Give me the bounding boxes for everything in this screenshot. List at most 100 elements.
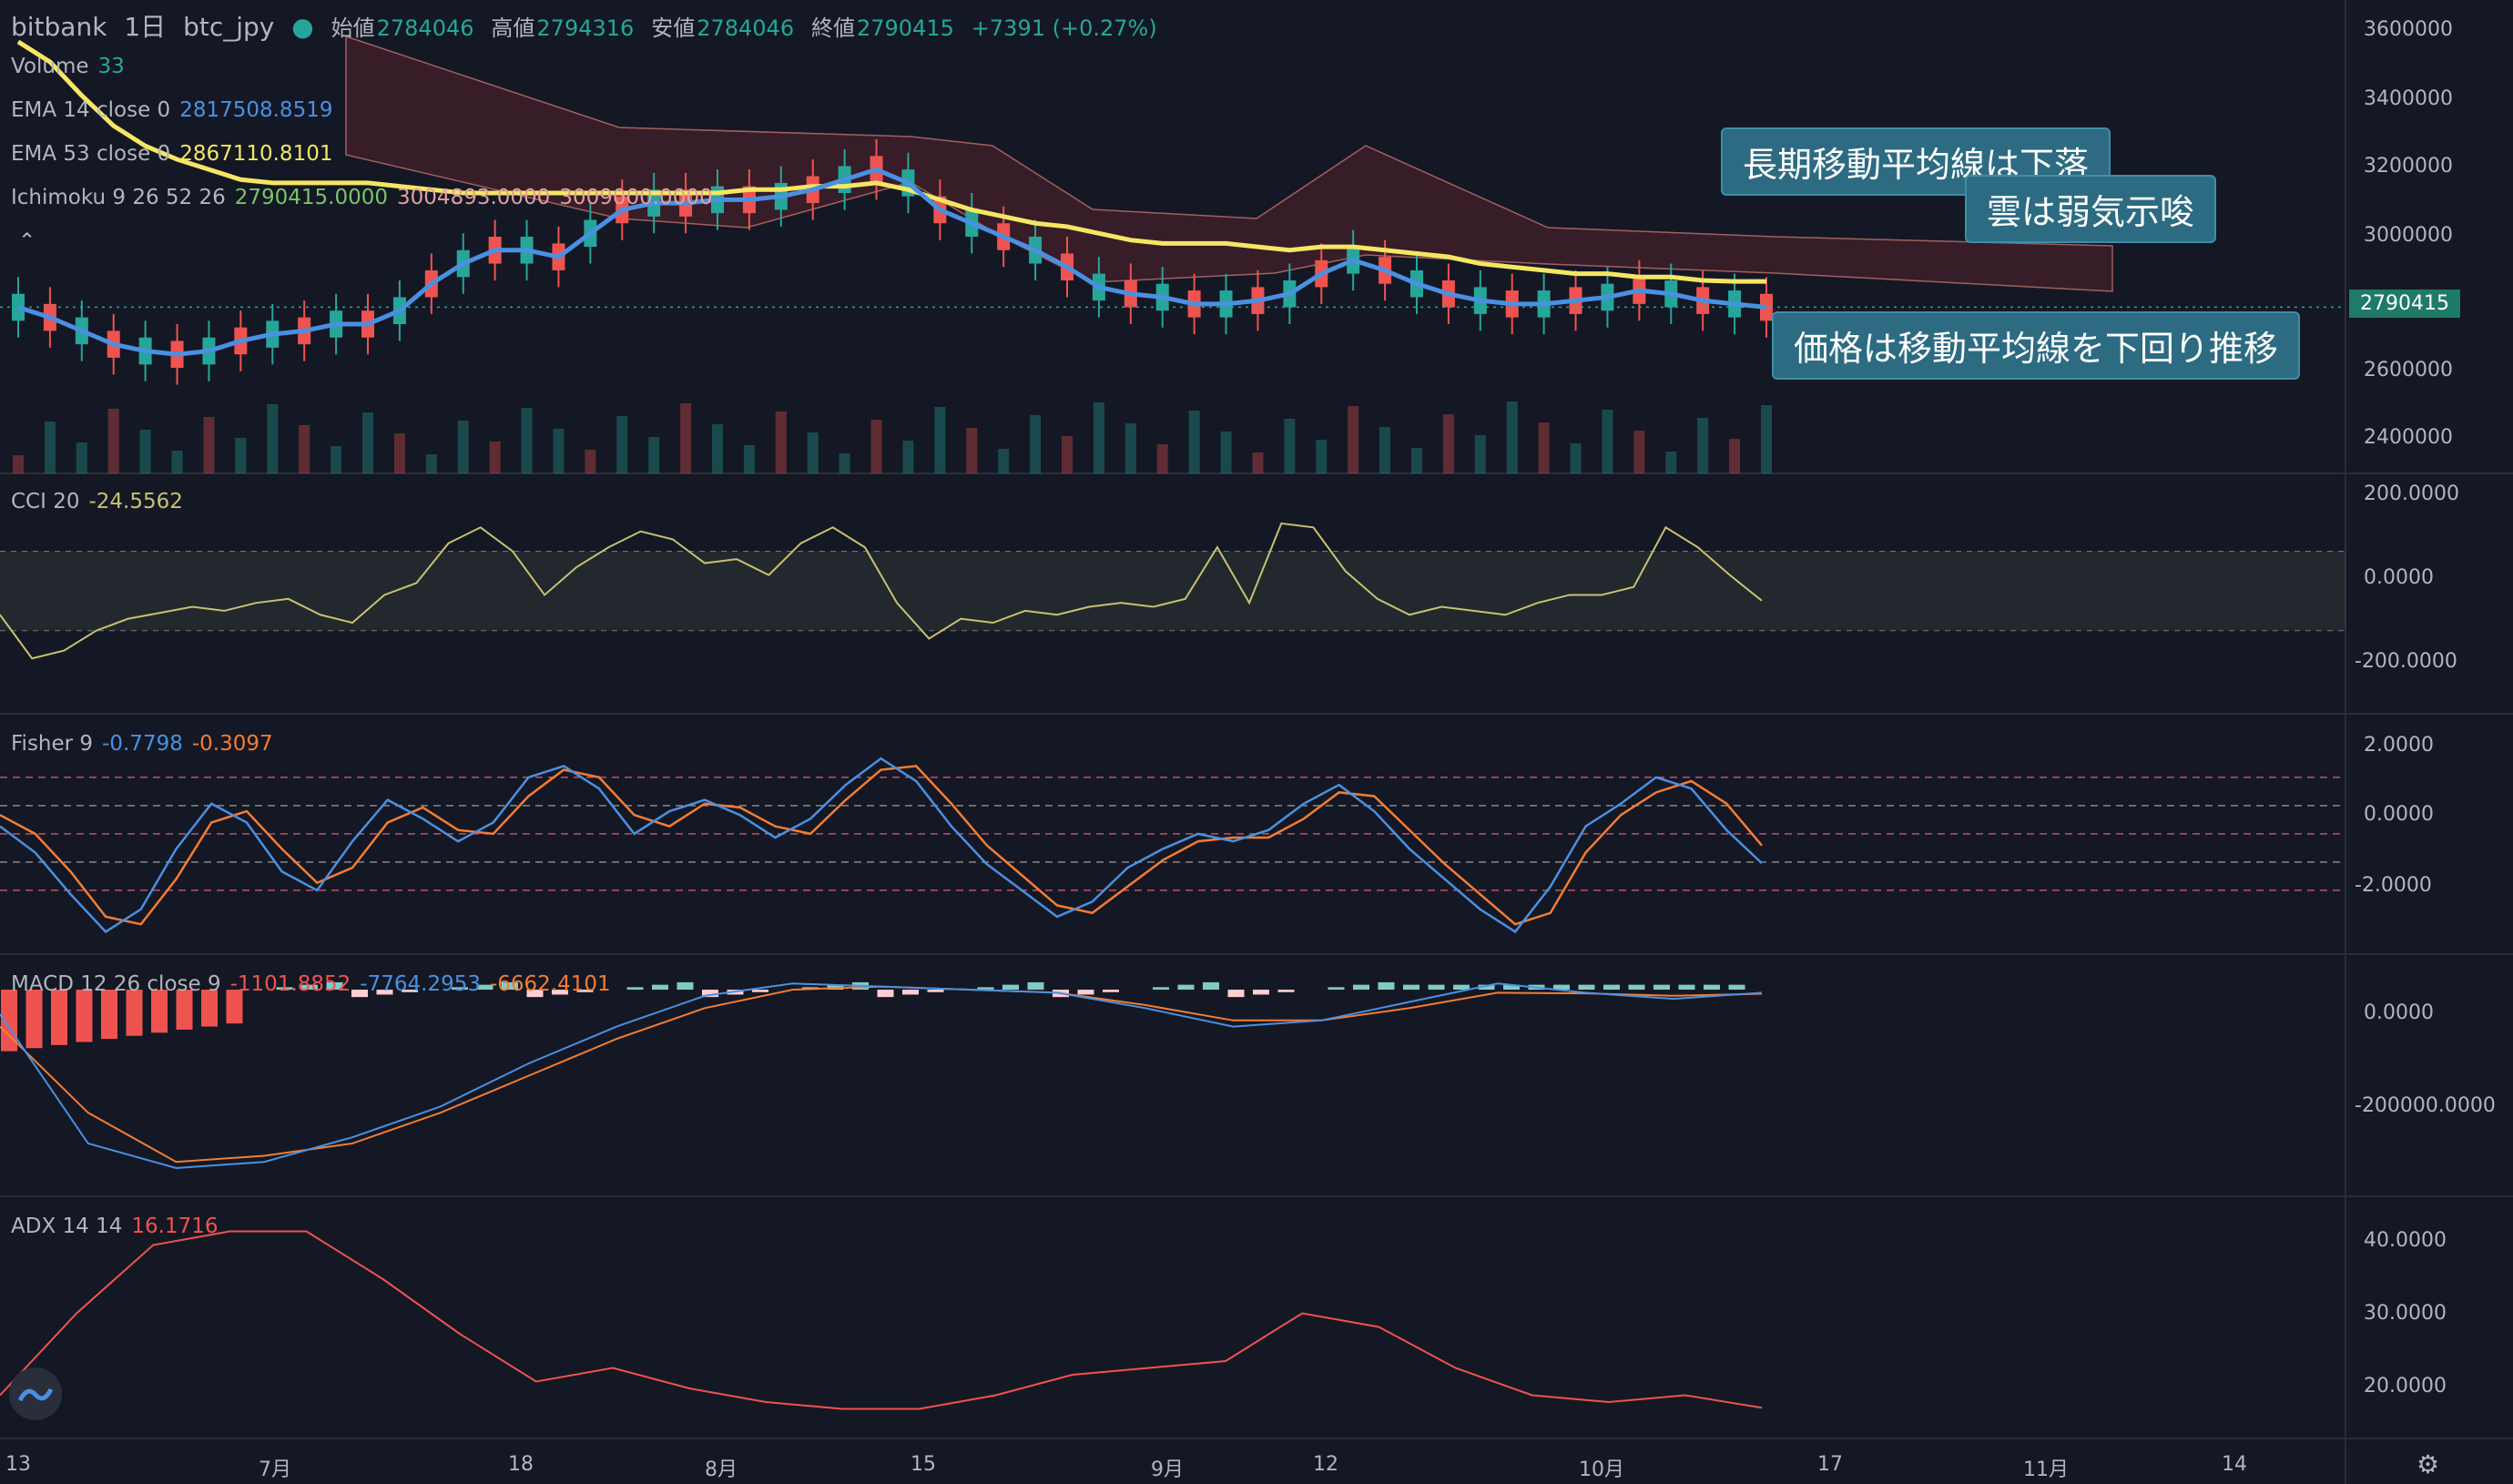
macd-histogram-bar <box>326 981 343 991</box>
volume-bar <box>44 422 56 473</box>
time-axis-label: 14 <box>2222 1453 2247 1476</box>
price-axis-label: 3600000 <box>2364 18 2453 41</box>
volume-bar <box>235 438 247 473</box>
macd-histogram-bar <box>1 990 17 1052</box>
legend-volume-name: Volume <box>11 55 89 78</box>
low-label: 安値 <box>651 15 696 41</box>
price-axis-label: 2400000 <box>2364 426 2453 449</box>
volume-bar <box>13 455 24 473</box>
price-axis-label: 3400000 <box>2364 87 2453 110</box>
macd-histogram-bar <box>576 990 594 992</box>
legend-macd[interactable]: MACD 12 26 close 9 -1101.8852 -7764.2953 -6… <box>11 972 620 996</box>
volume-bar <box>1220 432 1232 473</box>
macd-histogram-bar <box>1153 987 1169 991</box>
status-dot-icon: ● <box>291 12 314 42</box>
macd-histogram-bar <box>1002 984 1019 991</box>
time-axis-label: 15 <box>911 1453 936 1476</box>
macd-histogram-bar <box>301 984 318 991</box>
macd-histogram-bar <box>877 990 894 998</box>
macd-histogram-bar <box>1253 990 1269 995</box>
volume-bar <box>712 424 723 473</box>
macd-histogram-bar <box>902 990 919 995</box>
legend-volume[interactable]: Volume 33 <box>11 55 134 78</box>
time-axis-label: 10月 <box>1579 1459 1624 1481</box>
macd-histogram-bar <box>1453 984 1470 991</box>
volume-bar <box>775 412 787 473</box>
macd-histogram-bar <box>376 990 393 995</box>
tradingview-logo-icon[interactable] <box>9 1367 62 1420</box>
macd-histogram-bar <box>1027 981 1044 991</box>
macd-histogram-bar <box>1353 984 1369 991</box>
macd-histogram-bar <box>752 990 768 992</box>
close-value: 2790415 <box>857 15 954 41</box>
legend-macd-v2: -7764.2953 <box>360 972 481 996</box>
legend-ema14[interactable]: EMA 14 close 0 2817508.8519 <box>11 98 341 122</box>
volume-bar <box>1697 418 1709 473</box>
macd-histogram-bar <box>677 981 694 991</box>
volume-bar <box>299 425 310 473</box>
macd-histogram-bar <box>276 987 293 991</box>
time-axis-label: 8月 <box>705 1459 738 1481</box>
legend-ema53[interactable]: EMA 53 close 0 2867110.8101 <box>11 142 341 166</box>
volume-bar <box>1252 452 1264 473</box>
legend-ema53-value: 2867110.8101 <box>179 142 333 166</box>
adx-line <box>0 1230 1763 1410</box>
annotation-cloud[interactable]: 雲は弱気示唆 <box>1965 175 2217 243</box>
macd-axis-label: 0.0000 <box>2364 1001 2434 1024</box>
high-label: 高値 <box>491 15 535 41</box>
legend-ichimoku-name: Ichimoku 9 26 52 26 <box>11 186 226 209</box>
macd-histogram-bar <box>1653 984 1670 991</box>
macd-histogram-bar <box>1277 990 1295 992</box>
volume-bar <box>998 449 1010 473</box>
change-value: +7391 (+0.27%) <box>971 15 1157 41</box>
volume-bar <box>1761 405 1772 473</box>
legend-cci[interactable]: CCI 20 -24.5562 <box>11 490 192 513</box>
macd-histogram-bar <box>1628 984 1645 991</box>
macd-histogram-bar <box>201 990 218 1027</box>
volume-bar <box>648 437 660 473</box>
legend-ichimoku[interactable]: Ichimoku 9 26 52 26 2790415.0000 3004893.0… <box>11 186 722 209</box>
time-axis-label: 17 <box>1817 1453 1843 1476</box>
fisher-line <box>0 757 1763 934</box>
adx-axis-label: 30.0000 <box>2364 1302 2447 1325</box>
legend-cci-value: -24.5562 <box>88 490 183 513</box>
volume-bar <box>1062 436 1073 473</box>
volume-bar <box>1411 448 1422 473</box>
time-axis-label: 7月 <box>259 1459 291 1481</box>
volume-bar <box>1093 402 1104 473</box>
volume-bar <box>966 428 978 473</box>
adx-axis-label: 20.0000 <box>2364 1375 2447 1398</box>
interval[interactable]: 1日 <box>124 12 167 42</box>
macd-histogram-bar <box>151 990 168 1033</box>
annotation-long-ma[interactable]: 長期移動平均線は下落 <box>1721 127 2111 196</box>
fisher-signal-line <box>0 765 1763 926</box>
volume-bar <box>870 420 882 473</box>
volume-bar <box>553 429 565 473</box>
macd-histogram-bar <box>402 990 418 992</box>
collapse-legend-icon[interactable]: ⌃ <box>18 229 36 253</box>
macd-histogram-bar <box>502 981 518 991</box>
legend-macd-name: MACD 12 26 close 9 <box>11 972 221 996</box>
price-axis-label: 3200000 <box>2364 155 2453 178</box>
volume-bar <box>1506 401 1518 473</box>
legend-adx[interactable]: ADX 14 14 16.1716 <box>11 1215 227 1238</box>
macd-histogram-bar <box>1077 990 1094 995</box>
volume-bar <box>680 403 692 473</box>
last-price-tag: 2790415 <box>2349 290 2460 318</box>
legend-volume-value: 33 <box>97 55 125 78</box>
symbol-name[interactable]: btc_jpy <box>183 12 275 42</box>
annotation-price[interactable]: 価格は移動平均線を下回り推移 <box>1772 311 2301 380</box>
volume-bar <box>1665 452 1677 473</box>
time-axis-label: 11月 <box>2023 1459 2069 1481</box>
volume-bar <box>934 407 946 473</box>
settings-gear-icon[interactable]: ⚙ <box>2416 1449 2440 1479</box>
legend-fisher[interactable]: Fisher 9 -0.7798 -0.3097 <box>11 732 282 756</box>
macd-histogram-bar <box>76 990 93 1042</box>
legend-ema14-value: 2817508.8519 <box>179 98 333 122</box>
price-axis-label: 3000000 <box>2364 224 2453 247</box>
macd-histogram-bar <box>626 987 644 991</box>
macd-histogram-bar <box>927 990 944 992</box>
macd-histogram-bar <box>126 990 143 1036</box>
